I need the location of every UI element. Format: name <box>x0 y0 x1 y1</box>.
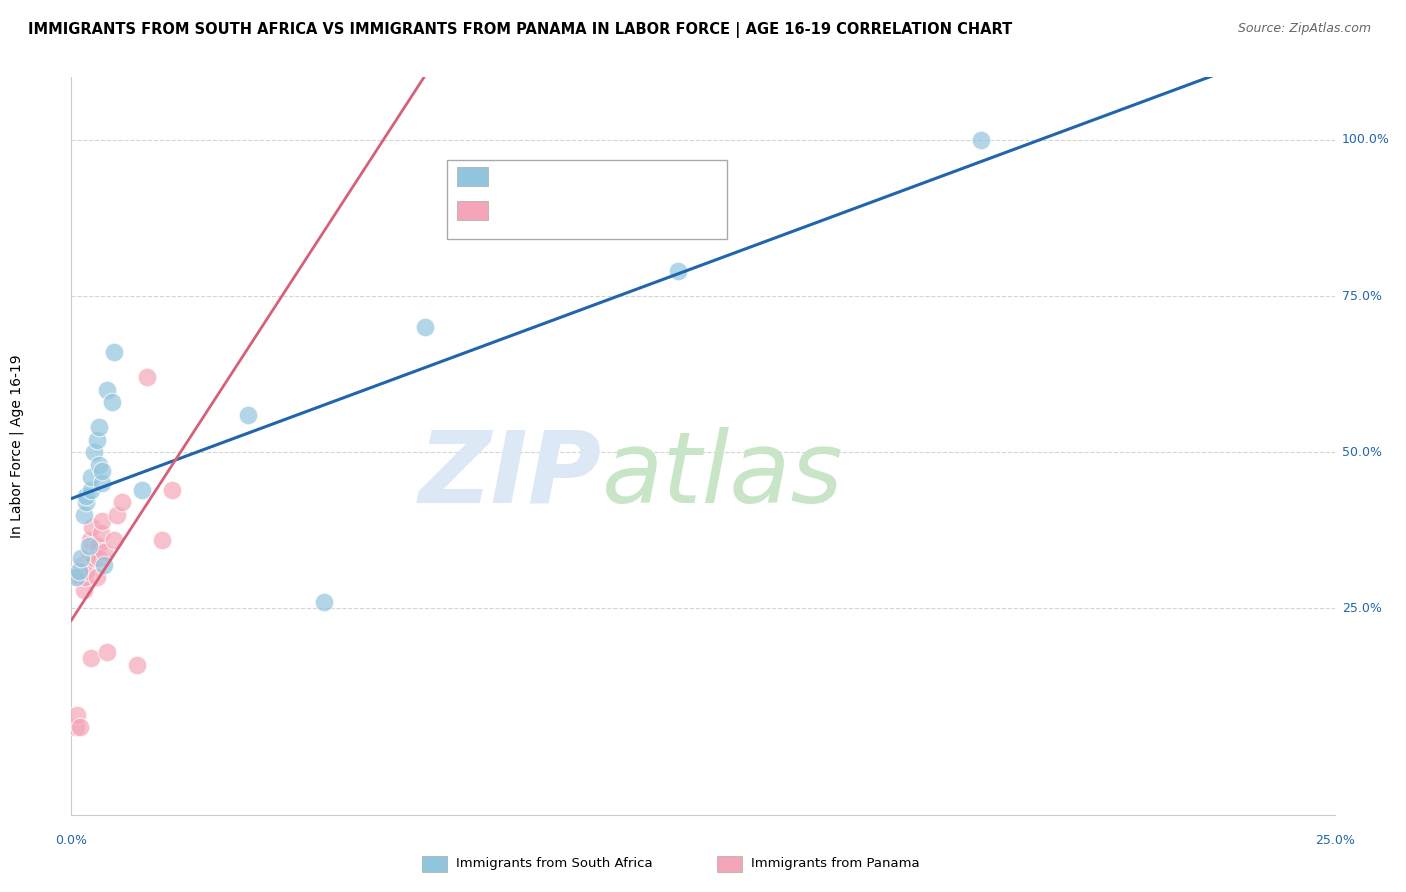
Point <box>96 383 118 397</box>
Text: Immigrants from Panama: Immigrants from Panama <box>751 857 920 870</box>
Point <box>312 595 335 609</box>
Point <box>73 508 96 522</box>
Point <box>103 345 125 359</box>
Point <box>77 539 100 553</box>
Point <box>162 483 184 497</box>
Point <box>87 551 110 566</box>
Point <box>87 420 110 434</box>
Point <box>111 495 134 509</box>
Point <box>90 526 112 541</box>
Point <box>86 539 108 553</box>
Point <box>66 707 89 722</box>
Point <box>413 320 436 334</box>
Point <box>75 564 97 578</box>
Text: R = 0.274  N = 28: R = 0.274 N = 28 <box>496 203 648 218</box>
Point <box>86 433 108 447</box>
Point <box>75 570 97 584</box>
Point <box>72 558 94 572</box>
Text: atlas: atlas <box>602 427 844 524</box>
Point <box>131 483 153 497</box>
Text: In Labor Force | Age 16-19: In Labor Force | Age 16-19 <box>10 354 24 538</box>
Point <box>103 533 125 547</box>
Point <box>105 508 128 522</box>
Point <box>90 464 112 478</box>
Text: 75.0%: 75.0% <box>1341 290 1382 302</box>
Text: 0.0%: 0.0% <box>55 834 87 847</box>
Point <box>87 458 110 472</box>
Text: 50.0%: 50.0% <box>1341 446 1382 458</box>
Text: 100.0%: 100.0% <box>1341 134 1389 146</box>
Point <box>83 551 105 566</box>
Point <box>80 651 103 665</box>
Point <box>666 264 689 278</box>
Point <box>90 514 112 528</box>
Point <box>75 495 97 509</box>
Point <box>93 558 115 572</box>
Point <box>69 720 91 734</box>
Point <box>82 520 104 534</box>
Point <box>150 533 173 547</box>
Point <box>236 408 259 422</box>
Point <box>90 476 112 491</box>
Point <box>77 545 100 559</box>
Point <box>80 483 103 497</box>
Text: IMMIGRANTS FROM SOUTH AFRICA VS IMMIGRANTS FROM PANAMA IN LABOR FORCE | AGE 16-1: IMMIGRANTS FROM SOUTH AFRICA VS IMMIGRAN… <box>28 22 1012 38</box>
Point <box>73 582 96 597</box>
Point <box>65 720 87 734</box>
Point <box>79 533 101 547</box>
Text: ZIP: ZIP <box>419 427 602 524</box>
Point <box>70 551 93 566</box>
Point <box>100 395 122 409</box>
Point <box>86 570 108 584</box>
Text: 25.0%: 25.0% <box>1315 834 1355 847</box>
Text: R = 0.762  N = 25: R = 0.762 N = 25 <box>496 169 648 184</box>
Point <box>136 370 159 384</box>
Text: 25.0%: 25.0% <box>1341 602 1382 615</box>
Point <box>125 657 148 672</box>
Point <box>75 489 97 503</box>
Point <box>970 133 993 147</box>
Point <box>67 564 90 578</box>
Point <box>96 645 118 659</box>
Point <box>93 545 115 559</box>
Text: Immigrants from South Africa: Immigrants from South Africa <box>456 857 652 870</box>
Point <box>70 570 93 584</box>
Point <box>67 570 90 584</box>
Point <box>65 570 87 584</box>
Text: Source: ZipAtlas.com: Source: ZipAtlas.com <box>1237 22 1371 36</box>
Point <box>83 445 105 459</box>
Point <box>80 470 103 484</box>
